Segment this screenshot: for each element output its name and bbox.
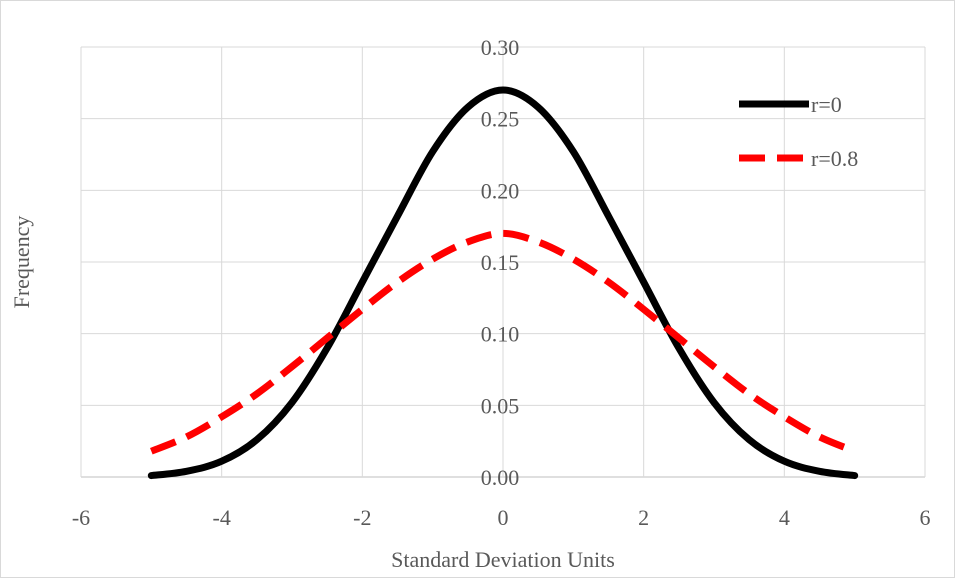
y-tick-label: 0.10: [481, 322, 520, 347]
y-axis-title: Frequency: [9, 216, 34, 309]
x-tick-label: 6: [920, 505, 931, 530]
x-axis-ticks: -6 -4 -2 0 2 4 6: [72, 505, 931, 530]
y-tick-label: 0.00: [481, 465, 520, 490]
x-tick-label: -4: [213, 505, 231, 530]
y-axis-ticks: 0.00 0.05 0.10 0.15 0.20 0.25 0.30: [481, 35, 520, 490]
x-tick-label: -6: [72, 505, 90, 530]
y-tick-label: 0.30: [481, 35, 520, 60]
series-line-2: [150, 229, 856, 455]
gridlines: [80, 46, 926, 478]
x-tick-label: 4: [779, 505, 790, 530]
series-line-1: [147, 86, 859, 480]
y-tick-label: 0.15: [481, 250, 520, 275]
series-layer: [147, 86, 859, 480]
x-tick-label: 2: [638, 505, 649, 530]
x-tick-label: 0: [498, 505, 509, 530]
y-tick-label: 0.20: [481, 178, 520, 203]
legend: r=0 r=0.8: [739, 92, 858, 171]
legend-label: r=0: [811, 92, 842, 117]
y-tick-label: 0.25: [481, 107, 520, 132]
x-axis-title: Standard Deviation Units: [391, 547, 615, 572]
x-tick-label: -2: [353, 505, 371, 530]
legend-label: r=0.8: [811, 146, 858, 171]
y-tick-label: 0.05: [481, 393, 520, 418]
